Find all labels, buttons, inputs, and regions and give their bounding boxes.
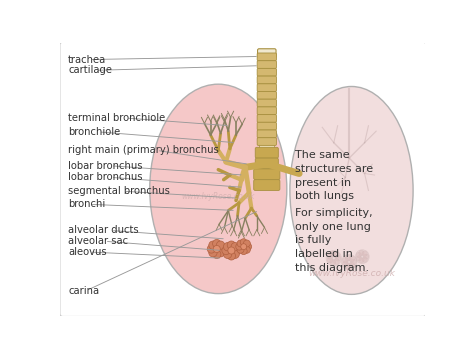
Text: right main (primary) bronchus: right main (primary) bronchus: [68, 146, 219, 155]
Circle shape: [335, 255, 341, 261]
FancyBboxPatch shape: [257, 84, 276, 92]
Circle shape: [213, 245, 220, 252]
Circle shape: [241, 244, 246, 250]
Circle shape: [362, 257, 367, 262]
Circle shape: [342, 261, 348, 267]
FancyBboxPatch shape: [254, 180, 280, 190]
FancyBboxPatch shape: [257, 138, 276, 146]
Circle shape: [216, 241, 225, 249]
FancyBboxPatch shape: [257, 49, 276, 58]
Circle shape: [359, 250, 364, 256]
Circle shape: [346, 255, 351, 261]
Circle shape: [216, 248, 225, 257]
Circle shape: [212, 239, 221, 248]
Circle shape: [209, 248, 217, 257]
Circle shape: [212, 250, 221, 258]
Circle shape: [326, 251, 341, 266]
Circle shape: [334, 252, 339, 258]
Circle shape: [356, 256, 362, 261]
FancyBboxPatch shape: [255, 147, 278, 158]
Circle shape: [207, 245, 216, 253]
Circle shape: [364, 254, 369, 259]
Text: cartilage: cartilage: [68, 65, 112, 75]
FancyBboxPatch shape: [257, 76, 276, 84]
FancyBboxPatch shape: [257, 115, 276, 122]
Circle shape: [346, 263, 351, 269]
FancyBboxPatch shape: [257, 122, 276, 130]
Text: For simplicity,
only one lung
is fully
labelled in
this diagram.: For simplicity, only one lung is fully l…: [295, 208, 373, 273]
Text: lobar bronchus: lobar bronchus: [68, 161, 143, 171]
Circle shape: [334, 258, 339, 264]
Circle shape: [330, 260, 336, 265]
Text: alveolar sac: alveolar sac: [68, 236, 128, 246]
Circle shape: [362, 251, 367, 256]
Text: alveolar ducts: alveolar ducts: [68, 225, 139, 235]
Circle shape: [245, 243, 252, 250]
Text: trachea: trachea: [68, 55, 106, 65]
Circle shape: [236, 243, 243, 250]
Ellipse shape: [290, 87, 413, 294]
Circle shape: [223, 250, 232, 258]
Text: www.IvyRose.co.uk: www.IvyRose.co.uk: [308, 269, 395, 278]
Circle shape: [240, 248, 247, 255]
Circle shape: [227, 252, 236, 260]
Circle shape: [237, 246, 244, 253]
Circle shape: [240, 239, 247, 246]
Text: terminal bronchiole: terminal bronchiole: [68, 113, 165, 123]
Circle shape: [327, 257, 333, 263]
FancyBboxPatch shape: [60, 42, 426, 317]
Circle shape: [327, 253, 333, 259]
Circle shape: [349, 262, 355, 268]
Circle shape: [356, 250, 369, 264]
Circle shape: [209, 241, 217, 249]
Circle shape: [356, 252, 362, 258]
Circle shape: [342, 257, 348, 263]
Text: bronchi: bronchi: [68, 199, 105, 209]
Circle shape: [227, 241, 236, 249]
FancyBboxPatch shape: [257, 69, 276, 76]
Circle shape: [218, 245, 226, 253]
FancyBboxPatch shape: [257, 92, 276, 99]
Text: bronchiole: bronchiole: [68, 127, 120, 137]
Circle shape: [359, 258, 364, 263]
FancyBboxPatch shape: [257, 61, 276, 69]
FancyBboxPatch shape: [257, 107, 276, 115]
Circle shape: [243, 246, 250, 253]
FancyBboxPatch shape: [257, 53, 276, 61]
Circle shape: [233, 246, 241, 255]
Text: carina: carina: [68, 285, 99, 296]
Text: segmental bronchus: segmental bronchus: [68, 186, 170, 196]
Circle shape: [341, 254, 357, 270]
Ellipse shape: [150, 84, 287, 294]
FancyBboxPatch shape: [255, 158, 278, 169]
Text: The same
structures are
present in
both lungs: The same structures are present in both …: [295, 151, 374, 201]
Circle shape: [350, 259, 356, 265]
FancyBboxPatch shape: [257, 130, 276, 138]
Circle shape: [237, 240, 244, 247]
Circle shape: [231, 250, 239, 258]
Circle shape: [228, 247, 235, 254]
Text: www.IvyRose.co.uk: www.IvyRose.co.uk: [182, 192, 255, 201]
Bar: [259, 53, 274, 149]
Circle shape: [349, 256, 355, 262]
Circle shape: [231, 242, 239, 251]
Text: lobar bronchus: lobar bronchus: [68, 172, 143, 182]
Text: aleovus: aleovus: [68, 247, 107, 257]
Circle shape: [330, 251, 336, 257]
FancyBboxPatch shape: [257, 99, 276, 107]
Circle shape: [223, 242, 232, 251]
Circle shape: [222, 246, 230, 255]
FancyBboxPatch shape: [254, 169, 280, 180]
Circle shape: [243, 240, 250, 247]
